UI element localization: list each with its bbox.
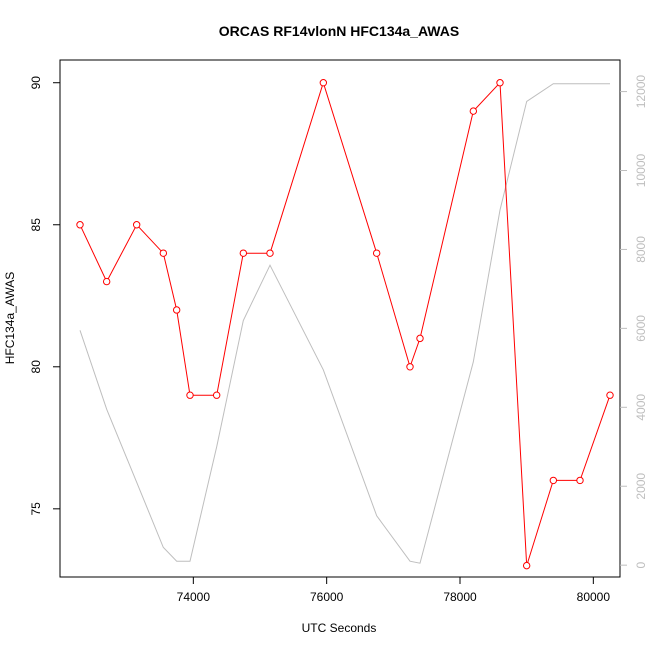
- y2-tick-label: 10000: [634, 153, 648, 187]
- data-point: [172, 306, 181, 314]
- chart-title: ORCAS RF14vlonN HFC134a_AWAS: [219, 23, 459, 39]
- y-axis-right: 0 2000 4000 6000 8000 10000 12000: [620, 75, 648, 569]
- y-axis-left: 75 80 85 90: [29, 76, 60, 516]
- data-point: [469, 107, 478, 115]
- data-point: [416, 334, 424, 343]
- data-point: [576, 476, 584, 485]
- data-point: [239, 249, 248, 257]
- series-line-right: [79, 83, 610, 564]
- y-tick-label: 85: [29, 218, 43, 232]
- y2-tick-label: 12000: [634, 75, 648, 109]
- y2-tick-label: 2000: [634, 473, 648, 500]
- data-point: [132, 221, 141, 229]
- data-point: [606, 391, 614, 399]
- data-point: [406, 363, 414, 371]
- y-tick-label: 90: [29, 76, 43, 90]
- y2-tick-label: 0: [634, 562, 648, 569]
- x-axis-label: UTC Seconds: [302, 621, 377, 635]
- y-axis-label: HFC134a_AWAS: [3, 272, 17, 364]
- y-tick-label: 80: [29, 360, 43, 374]
- x-tick-label: 80000: [577, 590, 611, 604]
- data-point: [102, 277, 111, 286]
- x-axis: 74000 76000 78000 80000: [177, 577, 611, 604]
- x-tick-label: 78000: [443, 590, 477, 604]
- data-point: [319, 79, 328, 87]
- y-tick-label: 75: [29, 502, 43, 516]
- data-point: [266, 249, 274, 257]
- series-line-left: [79, 81, 611, 566]
- x-tick-label: 74000: [177, 590, 211, 604]
- y2-tick-label: 4000: [634, 394, 648, 421]
- y2-tick-label: 6000: [634, 315, 648, 342]
- x-tick-label: 76000: [310, 590, 344, 604]
- data-point: [186, 391, 194, 399]
- data-point: [159, 249, 168, 257]
- plot-frame: [59, 59, 621, 578]
- data-point: [212, 391, 221, 399]
- data-point: [496, 79, 504, 87]
- data-point: [549, 476, 558, 485]
- data-point: [372, 249, 381, 257]
- data-point: [76, 221, 84, 229]
- data-point: [522, 561, 531, 570]
- series-layer: [76, 79, 614, 570]
- y2-tick-label: 8000: [634, 236, 648, 263]
